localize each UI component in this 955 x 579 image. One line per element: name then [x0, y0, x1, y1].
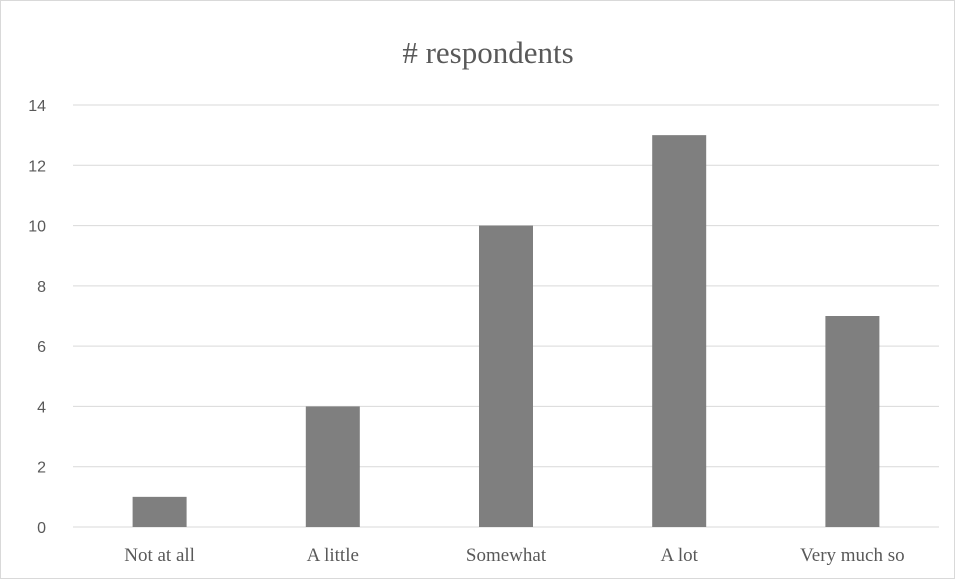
x-category-label: Not at all — [124, 545, 195, 566]
y-tick-label: 12 — [28, 158, 46, 175]
bar — [652, 135, 707, 527]
x-category-label: A lot — [660, 545, 698, 566]
x-category-label: Somewhat — [466, 545, 547, 566]
x-category-label: Very much so — [800, 545, 904, 566]
bar — [132, 496, 187, 527]
chart-title: # respondents — [402, 35, 573, 70]
x-axis-category-labels: Not at all A little Somewhat A lot Very much… — [124, 545, 904, 566]
y-tick-label: 0 — [37, 520, 46, 537]
bar — [305, 406, 360, 527]
bar — [825, 316, 880, 527]
bar — [479, 225, 533, 528]
x-category-label: A little — [307, 545, 359, 566]
y-tick-label: 2 — [37, 460, 46, 477]
y-axis-tick-labels: 0 2 4 6 8 10 12 14 — [28, 98, 46, 537]
y-tick-label: 8 — [37, 279, 46, 296]
y-tick-label: 6 — [37, 339, 46, 356]
y-tick-label: 14 — [28, 98, 46, 115]
y-tick-label: 10 — [28, 219, 46, 236]
bars — [132, 135, 880, 528]
y-tick-label: 4 — [37, 399, 46, 416]
